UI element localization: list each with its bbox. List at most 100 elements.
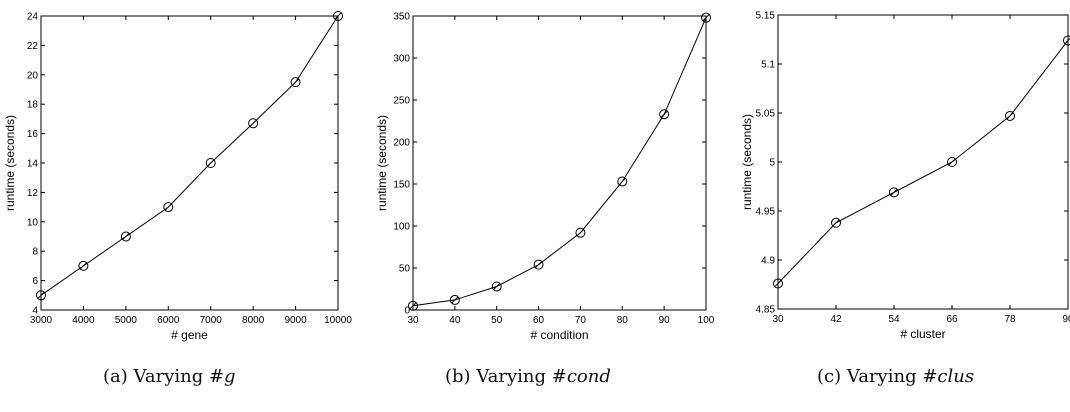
data-point-slash	[334, 12, 342, 20]
y-tick-label: 20	[27, 70, 39, 81]
y-tick-label: 350	[393, 12, 410, 23]
y-tick-label: 22	[27, 41, 39, 52]
data-point-marker	[889, 187, 899, 198]
y-axis-label: runtime (seconds)	[740, 114, 754, 210]
y-tick-label: 4	[32, 306, 38, 317]
data-point-marker	[78, 260, 89, 271]
caption-a: (a) Varying #g	[103, 366, 236, 387]
x-tick-label: 90	[1062, 314, 1070, 325]
data-point-slash	[164, 203, 172, 211]
y-tick-label: 18	[27, 100, 39, 111]
data-point-slash	[618, 177, 626, 185]
x-axis-label: # cluster	[900, 327, 945, 341]
data-point-marker	[290, 77, 301, 88]
y-tick-label: 12	[27, 188, 39, 199]
data-point-marker	[163, 202, 174, 213]
x-axis-label: # gene	[171, 328, 208, 342]
caption-c-text: Varying #	[846, 366, 938, 387]
data-point-marker	[701, 12, 711, 23]
x-tick-label: 42	[830, 314, 842, 325]
data-point-slash	[493, 282, 501, 290]
caption-b-var: cond	[566, 366, 611, 387]
caption-c: (c) Varying #clus	[817, 366, 974, 387]
data-point-slash	[37, 291, 45, 299]
data-point-marker	[333, 11, 343, 21]
data-point-slash	[702, 14, 710, 22]
series-line	[40, 15, 339, 296]
x-tick-label: 90	[659, 315, 671, 326]
caption-b-text: Varying #	[476, 366, 567, 387]
data-point-slash	[122, 232, 130, 241]
x-tick-label: 30	[772, 314, 784, 325]
y-tick-label: 300	[393, 54, 410, 65]
x-tick-label: 50	[491, 315, 503, 326]
data-point-marker	[205, 158, 216, 168]
y-tick-label: 4.85	[756, 305, 776, 316]
x-tick-label: 60	[533, 315, 545, 326]
data-point-marker	[575, 227, 586, 238]
y-tick-label: 14	[27, 159, 39, 170]
caption-c-tag: (c)	[817, 366, 842, 387]
x-tick-label: 3000	[30, 315, 53, 326]
x-tick-label: 6000	[157, 315, 180, 326]
data-point-marker	[1063, 35, 1070, 46]
y-tick-label: 50	[399, 264, 411, 275]
x-tick-label: 66	[946, 314, 958, 325]
data-point-slash	[79, 262, 87, 270]
caption-b: (b) Varying #cond	[445, 366, 611, 387]
y-tick-label: 150	[393, 180, 410, 191]
x-tick-label: 80	[617, 315, 629, 326]
y-tick-label: 100	[393, 222, 410, 233]
data-point-marker	[617, 176, 628, 187]
data-point-slash	[249, 119, 257, 127]
series-line	[777, 40, 1069, 284]
chart-c: 30 42 54 66 78 90 4.85 4.9 4.95 5 5.05 5.1 5.15 # clu…	[740, 11, 1070, 341]
data-point-marker	[533, 259, 544, 270]
data-point-slash	[660, 110, 668, 118]
series-line	[412, 17, 707, 307]
x-tick-label: 70	[575, 315, 587, 326]
chart-b: 30 40 50 60 70 80 90 100 0 50 100 150 200 250 300 350 # …	[375, 12, 715, 343]
y-axis-label: runtime (seconds)	[375, 115, 389, 211]
data-point-slash	[535, 261, 543, 269]
y-tick-label: 5	[769, 158, 775, 169]
data-point-marker	[449, 294, 460, 305]
data-point-marker	[947, 157, 957, 167]
data-point-marker	[491, 281, 502, 292]
caption-a-tag: (a)	[103, 366, 128, 387]
data-point-slash	[1006, 112, 1014, 120]
chart-a: 3000 4000 5000 6000 7000 8000 9000 10000 4 6 8 10 12…	[3, 11, 352, 342]
x-tick-label: 4000	[72, 315, 95, 326]
data-point-slash	[409, 302, 417, 310]
x-axis-label: # condition	[530, 328, 588, 342]
caption-c-var: clus	[937, 366, 975, 387]
y-axis-label: runtime (seconds)	[3, 115, 17, 211]
x-tick-label: 5000	[115, 315, 138, 326]
x-tick-label: 7000	[200, 315, 223, 326]
data-point-marker	[831, 217, 841, 228]
data-point-marker	[408, 300, 418, 311]
y-tick-label: 0	[404, 306, 410, 317]
x-tick-label: 100	[698, 315, 715, 326]
x-tick-label: 8000	[242, 315, 265, 326]
y-tick-label: 5.1	[761, 60, 775, 71]
x-tick-label: 40	[449, 315, 461, 326]
caption-a-var: g	[224, 366, 236, 387]
data-point-slash	[774, 280, 782, 288]
data-point-marker	[773, 278, 783, 289]
y-tick-label: 5.15	[756, 11, 776, 22]
plot-frame	[40, 15, 339, 311]
data-point-marker	[248, 118, 259, 129]
data-point-marker	[36, 290, 46, 301]
data-point-slash	[890, 188, 898, 196]
x-tick-label: 10000	[324, 315, 352, 326]
x-tick-label: 78	[1004, 314, 1016, 325]
y-tick-label: 8	[32, 247, 38, 258]
data-point-marker	[120, 231, 131, 242]
data-point-marker	[659, 109, 670, 120]
y-tick-label: 10	[27, 217, 39, 228]
data-point-slash	[948, 158, 956, 166]
data-point-slash	[207, 159, 215, 167]
x-tick-label: 30	[407, 315, 419, 326]
